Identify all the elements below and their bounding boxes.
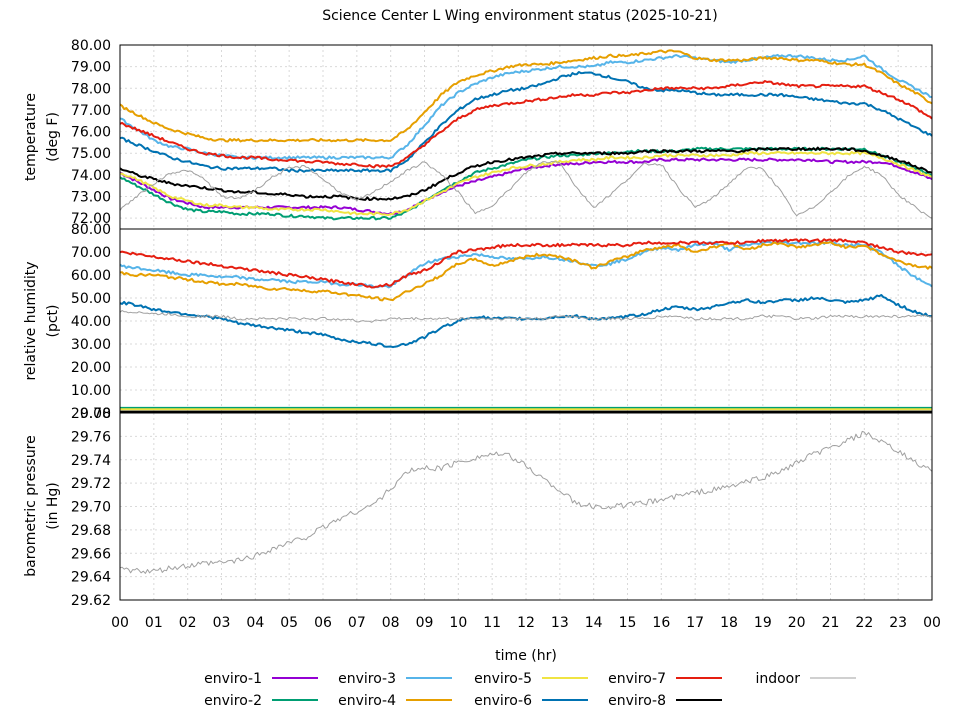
pressure-grid [119, 412, 933, 601]
temperature-series-enviro-7 [119, 80, 933, 169]
temperature-y-tick: 77.00 [71, 103, 111, 119]
humidity-series-enviro-3 [119, 240, 933, 289]
x-tick: 00 [923, 615, 941, 631]
humidity-series [119, 238, 933, 413]
humidity-y-tick: 20.00 [71, 360, 111, 376]
temperature-series [119, 49, 933, 221]
x-ticks: 00 01 02 03 04 05 06 07 08 09 10 11 12 13 14 15 16 17 18 19… [111, 615, 941, 631]
x-tick: 18 [720, 615, 738, 631]
x-tick: 08 [382, 615, 400, 631]
temperature-y-ticks: 72.00 73.00 74.00 75.00 76.00 77.00 78.00 79.00… [71, 38, 111, 227]
x-axis-label: time (hr) [495, 648, 557, 664]
x-tick: 19 [754, 615, 772, 631]
legend-label-enviro-1: enviro-1 [204, 671, 262, 687]
legend-label-enviro-2: enviro-2 [204, 693, 262, 709]
pressure-y-tick: 29.78 [71, 406, 111, 422]
pressure-y-tick: 29.66 [71, 546, 111, 562]
temperature-series-indoor [119, 161, 933, 219]
pressure-y-tick: 29.72 [71, 476, 111, 492]
x-tick: 00 [111, 615, 129, 631]
x-tick: 21 [822, 615, 840, 631]
legend-label-enviro-6: enviro-6 [474, 693, 532, 709]
humidity-panel: 0.00 10.00 20.00 30.00 40.00 50.00 60.00 70.00 8… [23, 222, 933, 422]
temperature-y-tick: 78.00 [71, 81, 111, 97]
legend-label-enviro-4: enviro-4 [338, 693, 396, 709]
pressure-y-label: barometric pressure [23, 435, 39, 576]
legend-label-enviro-3: enviro-3 [338, 671, 396, 687]
x-tick: 03 [213, 615, 231, 631]
pressure-y-tick: 29.68 [71, 523, 111, 539]
x-tick: 13 [551, 615, 569, 631]
humidity-y-tick: 70.00 [71, 245, 111, 261]
x-tick: 20 [788, 615, 806, 631]
temperature-series-enviro-4 [119, 49, 933, 143]
x-tick: 17 [686, 615, 704, 631]
x-tick: 02 [179, 615, 197, 631]
humidity-y-tick: 50.00 [71, 291, 111, 307]
humidity-series-indoor [119, 310, 933, 323]
pressure-y-tick: 29.74 [71, 453, 111, 469]
temperature-panel: 72.00 73.00 74.00 75.00 76.00 77.00 78.00 79.00… [23, 38, 933, 230]
pressure-y-tick: 29.76 [71, 429, 111, 445]
humidity-y-ticks: 0.00 10.00 20.00 30.00 40.00 50.00 60.00 70.00 8… [71, 222, 111, 422]
x-tick: 06 [314, 615, 332, 631]
humidity-y-tick: 30.00 [71, 337, 111, 353]
x-tick: 04 [246, 615, 264, 631]
x-tick: 11 [483, 615, 501, 631]
temperature-series-enviro-2 [119, 146, 933, 221]
legend-label-indoor: indoor [755, 671, 800, 687]
humidity-y-tick: 40.00 [71, 314, 111, 330]
pressure-series [119, 430, 933, 574]
legend-label-enviro-7: enviro-7 [608, 671, 666, 687]
temperature-grid [119, 44, 933, 229]
temperature-y-tick: 73.00 [71, 190, 111, 206]
x-tick: 05 [280, 615, 298, 631]
humidity-series-enviro-4 [119, 241, 933, 302]
pressure-series-indoor [119, 430, 933, 574]
humidity-series-enviro-7 [119, 238, 933, 289]
pressure-plot-frame [119, 412, 933, 601]
x-tick: 23 [889, 615, 907, 631]
pressure-y-unit: (in Hg) [45, 482, 61, 530]
pressure-y-tick: 29.62 [71, 593, 111, 609]
temperature-y-tick: 80.00 [71, 38, 111, 54]
humidity-y-tick: 80.00 [71, 222, 111, 238]
humidity-y-label: relative humidity [23, 261, 39, 380]
temperature-y-tick: 74.00 [71, 168, 111, 184]
x-tick: 09 [416, 615, 434, 631]
chart-title: Science Center L Wing environment status… [322, 8, 718, 24]
x-tick: 15 [619, 615, 637, 631]
humidity-y-unit: (pct) [45, 305, 61, 338]
pressure-y-ticks: 29.62 29.64 29.66 29.68 29.70 29.72 29.74 29.76… [71, 406, 111, 609]
temperature-y-tick: 72.00 [71, 211, 111, 227]
temperature-y-tick: 75.00 [71, 146, 111, 162]
humidity-y-tick: 60.00 [71, 268, 111, 284]
x-tick: 16 [652, 615, 670, 631]
legend: enviro-1 enviro-2 enviro-3 enviro-4 enviro-5… [204, 671, 856, 709]
temperature-y-label: temperature [23, 93, 39, 181]
x-tick: 07 [348, 615, 366, 631]
x-tick: 10 [449, 615, 467, 631]
temperature-y-tick: 76.00 [71, 125, 111, 141]
humidity-y-tick: 0.00 [80, 406, 111, 422]
temperature-y-unit: (deg F) [45, 112, 61, 162]
x-tick: 14 [585, 615, 603, 631]
temperature-series-enviro-8 [119, 146, 933, 201]
temperature-y-tick: 79.00 [71, 60, 111, 76]
pressure-panel: 29.62 29.64 29.66 29.68 29.70 29.72 29.74 29.76… [23, 406, 933, 609]
legend-label-enviro-5: enviro-5 [474, 671, 532, 687]
pressure-y-tick: 29.70 [71, 500, 111, 516]
humidity-y-tick: 10.00 [71, 383, 111, 399]
x-tick: 12 [517, 615, 535, 631]
pressure-y-tick: 29.64 [71, 570, 111, 586]
temperature-series-enviro-5 [119, 151, 933, 216]
temperature-series-enviro-6 [119, 71, 933, 173]
legend-label-enviro-8: enviro-8 [608, 693, 666, 709]
x-tick: 01 [145, 615, 163, 631]
x-tick: 22 [855, 615, 873, 631]
